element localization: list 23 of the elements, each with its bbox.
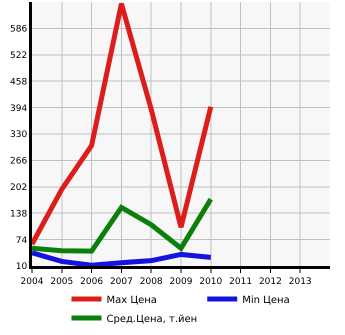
- y-tick-label: 202: [10, 182, 28, 193]
- y-tick-label: 74: [16, 236, 28, 246]
- y-tick-label: 586: [10, 24, 28, 35]
- y-tick-label: 266: [10, 156, 28, 167]
- y-tick-label: 138: [10, 209, 28, 220]
- x-tick-label: 2010: [199, 276, 223, 287]
- y-tick-label: 394: [10, 104, 28, 114]
- y-tick-label: 10: [16, 262, 28, 272]
- x-tick-label: 2008: [140, 276, 163, 287]
- x-tick-label: 2007: [110, 276, 133, 287]
- y-tick-label: 522: [10, 50, 28, 61]
- x-tick-label: 2009: [170, 276, 193, 287]
- x-tick-label: 2013: [288, 276, 312, 287]
- x-tick-label: 2006: [80, 276, 104, 287]
- legend-label: Max Цена: [106, 294, 157, 306]
- x-tick-label: 2004: [20, 276, 44, 287]
- legend-label: Сред.Цена, т.йен: [106, 314, 198, 325]
- x-tick-label: 2011: [229, 276, 252, 287]
- y-tick-label: 458: [10, 77, 28, 88]
- x-tick-label: 2012: [258, 276, 282, 287]
- legend-label: Min Цена: [242, 294, 290, 306]
- x-tick-label: 2005: [50, 276, 74, 287]
- y-tick-label: 330: [10, 130, 28, 140]
